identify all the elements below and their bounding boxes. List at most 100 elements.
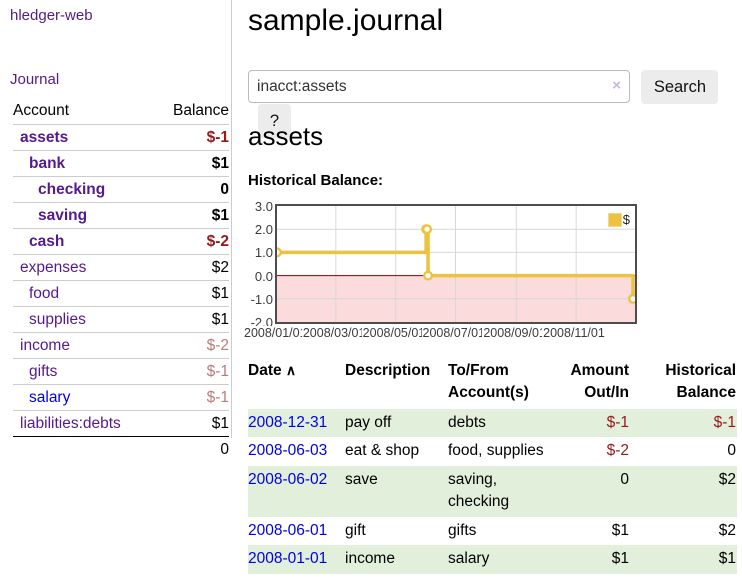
y-axis-tick-label: 0.0 (254, 268, 273, 284)
x-axis-tick-label: 2008/07/01 (421, 326, 487, 340)
account-balance: $-1 (206, 128, 229, 146)
register-header-date[interactable]: Date ∧ (248, 362, 297, 379)
main-content: sample.journal × Search ? assets Histori… (243, 0, 742, 582)
register-header-description: Description (345, 362, 431, 379)
transaction-description: income (345, 550, 395, 568)
transaction-balance: $-1 (713, 413, 736, 431)
sort-asc-icon: ∧ (285, 362, 297, 378)
transaction-balance: $1 (718, 550, 736, 568)
transaction-row: 2008-06-01 gift gifts $1 $2 (248, 517, 737, 545)
register-header-row: Date ∧ Description To/From Account(s) Am… (248, 358, 737, 409)
account-balance: $-2 (206, 232, 229, 250)
account-row: supplies $1 (13, 306, 229, 333)
transaction-balance: $2 (718, 470, 736, 488)
x-axis-tick-label: 2008/01/01 (243, 326, 308, 340)
transaction-description: pay off (345, 413, 392, 431)
account-balance: $1 (211, 414, 229, 432)
transaction-description: eat & shop (345, 442, 420, 460)
account-row: food $1 (13, 280, 229, 307)
register-table-body: 2008-12-31 pay off debts $-1 $-1 2008-06-03 ea… (248, 408, 737, 574)
x-axis-tick-label: 2008/09/01 (482, 326, 547, 340)
accounts-header-account: Account (13, 102, 70, 119)
accounts-table-body: assets $-1 bank $1 checking 0 saving $1 cash $-2 e… (13, 124, 229, 437)
account-row: assets $-1 (13, 124, 229, 151)
transaction-date-link[interactable]: 2008-06-01 (248, 521, 328, 539)
legend-swatch-icon (607, 212, 622, 227)
sidebar: hledger-web Journal Account Balance asse… (0, 0, 232, 458)
x-axis-tick-label: 2008/03/01 (301, 326, 367, 340)
transaction-row: 2008-06-03 eat & shop food, supplies $-2 0 (248, 437, 737, 465)
register-header-accounts: To/From Account(s) (448, 362, 529, 402)
transaction-description: save (345, 470, 378, 488)
register-table: Date ∧ Description To/From Account(s) Am… (248, 358, 737, 574)
transaction-amount: $1 (611, 550, 629, 568)
account-row: salary $-1 (13, 384, 229, 411)
x-axis-tick-label: 2008/05/01 (361, 326, 427, 340)
transaction-balance: $2 (718, 521, 736, 539)
search-input[interactable] (248, 70, 630, 103)
legend-label: $ (622, 212, 630, 227)
account-link[interactable]: income (20, 336, 70, 354)
transaction-balance: 0 (727, 442, 736, 460)
account-link[interactable]: supplies (29, 310, 86, 328)
account-heading: assets (248, 121, 324, 151)
search-button[interactable]: Search (641, 70, 719, 104)
account-balance: $-1 (206, 388, 229, 406)
transaction-accounts: saving, checking (448, 470, 510, 511)
app-brand-link[interactable]: hledger-web (10, 7, 93, 24)
transaction-row: 2008-01-01 income salary $1 $1 (248, 545, 737, 574)
chart-plot-area: $ (272, 204, 639, 324)
chart-title: Historical Balance: (248, 172, 384, 189)
account-balance: $1 (211, 154, 229, 172)
account-link[interactable]: cash (29, 232, 65, 250)
transaction-date-link[interactable]: 2008-01-01 (248, 550, 328, 568)
register-header-amount: Amount Out/In (570, 362, 629, 402)
sidebar-item-journal[interactable]: Journal (10, 71, 60, 88)
account-link[interactable]: checking (38, 180, 106, 198)
account-row: bank $1 (13, 150, 229, 177)
account-balance: 0 (220, 180, 229, 198)
account-link[interactable]: liabilities:debts (20, 414, 121, 432)
account-balance: $1 (211, 284, 229, 302)
y-axis-tick-label: 2.0 (254, 222, 273, 238)
account-balance: $1 (211, 310, 229, 328)
account-balance: $1 (211, 206, 229, 224)
accounts-header-balance: Balance (172, 102, 229, 119)
account-row: checking 0 (13, 176, 229, 203)
transaction-accounts: gifts (448, 521, 477, 539)
help-button[interactable]: ? (258, 104, 291, 138)
transaction-date-link[interactable]: 2008-06-03 (248, 442, 328, 460)
account-link[interactable]: expenses (20, 258, 87, 276)
account-link[interactable]: salary (29, 388, 71, 406)
register-header-balance: Historical Balance (665, 362, 736, 402)
account-row: gifts $-1 (13, 358, 229, 385)
transaction-date-link[interactable]: 2008-12-31 (248, 413, 328, 431)
account-row: cash $-2 (13, 228, 229, 255)
account-row: saving $1 (13, 202, 229, 229)
transaction-accounts: debts (448, 413, 486, 431)
y-axis-tick-label: 3.0 (254, 199, 273, 214)
account-link[interactable]: gifts (29, 362, 58, 380)
transaction-row: 2008-12-31 pay off debts $-1 $-1 (248, 408, 737, 438)
transaction-date-link[interactable]: 2008-06-02 (248, 470, 328, 488)
y-axis-tick-label: -1.0 (250, 291, 273, 307)
chart-canvas (272, 206, 639, 322)
account-link[interactable]: bank (29, 154, 66, 172)
account-link[interactable]: food (29, 284, 60, 302)
transaction-amount: 0 (620, 470, 629, 488)
transaction-amount: $-1 (606, 413, 629, 431)
account-balance: $-1 (206, 362, 229, 380)
transaction-accounts: salary (448, 550, 490, 568)
x-axis-tick-label: 2008/11/01 (542, 326, 606, 340)
account-link[interactable]: saving (38, 206, 88, 224)
y-axis-tick-label: 1.0 (254, 245, 273, 261)
account-balance: $2 (211, 258, 229, 276)
transaction-row: 2008-06-02 save saving, checking 0 $2 (248, 465, 737, 517)
chart-legend: $ (607, 212, 630, 227)
account-balance: $-2 (206, 336, 229, 354)
account-link[interactable]: assets (20, 128, 69, 146)
account-row: income $-2 (13, 332, 229, 359)
historical-balance-chart: $ 3.0 2.0 1.0 0.0 -1.0 -2.0 2008/01/01 2008/03… (243, 199, 742, 349)
clear-search-icon[interactable]: × (612, 77, 621, 94)
transaction-amount: $1 (611, 521, 629, 539)
